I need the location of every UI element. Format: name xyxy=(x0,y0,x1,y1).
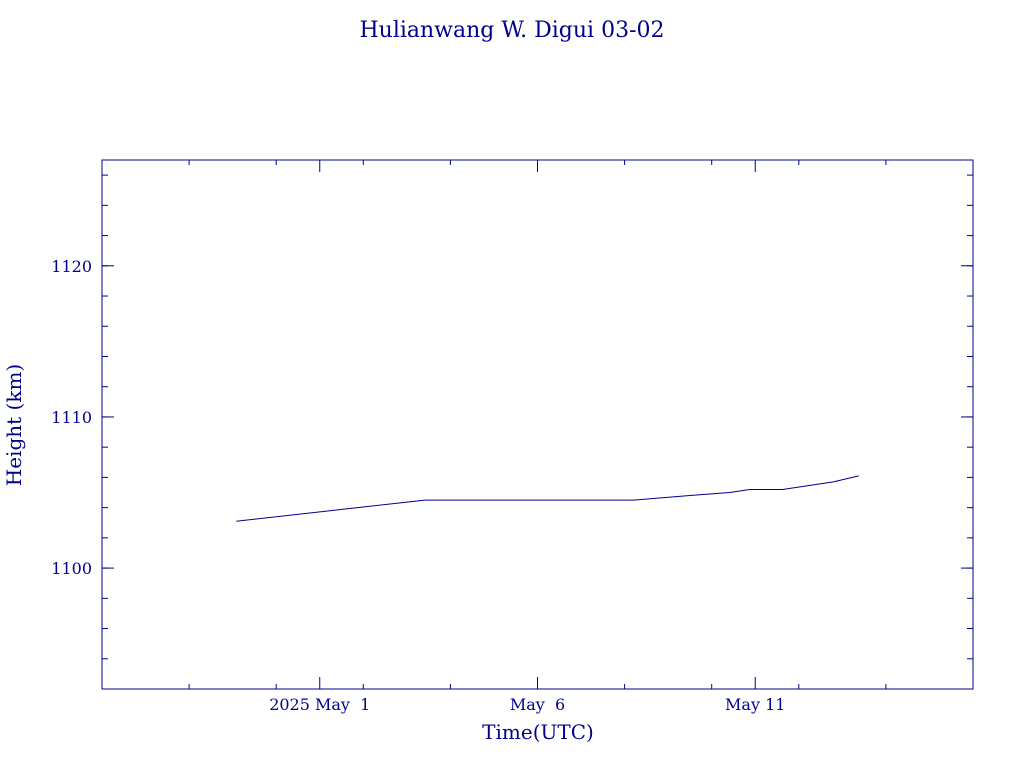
y-tick-label: 1110 xyxy=(51,408,92,427)
plot-frame xyxy=(101,159,974,690)
y-tick-label: 1100 xyxy=(51,559,92,578)
y-axis-label: Height (km) xyxy=(2,364,26,486)
x-tick-label: May 11 xyxy=(725,695,785,714)
y-tick-label: 1120 xyxy=(51,257,92,276)
series-layer xyxy=(236,475,859,522)
axis-ticks xyxy=(102,160,973,689)
x-tick-label: May 6 xyxy=(510,695,565,714)
chart-title: Hulianwang W. Digui 03-02 xyxy=(359,18,664,43)
y-tick-labels: 1100 1110 1120 xyxy=(51,257,92,578)
series-line xyxy=(236,475,859,522)
x-axis-label: Time(UTC) xyxy=(482,720,594,744)
x-tick-label: 2025 May 1 xyxy=(269,695,370,714)
x-tick-labels: 2025 May 1 May 6 May 11 xyxy=(269,695,785,714)
